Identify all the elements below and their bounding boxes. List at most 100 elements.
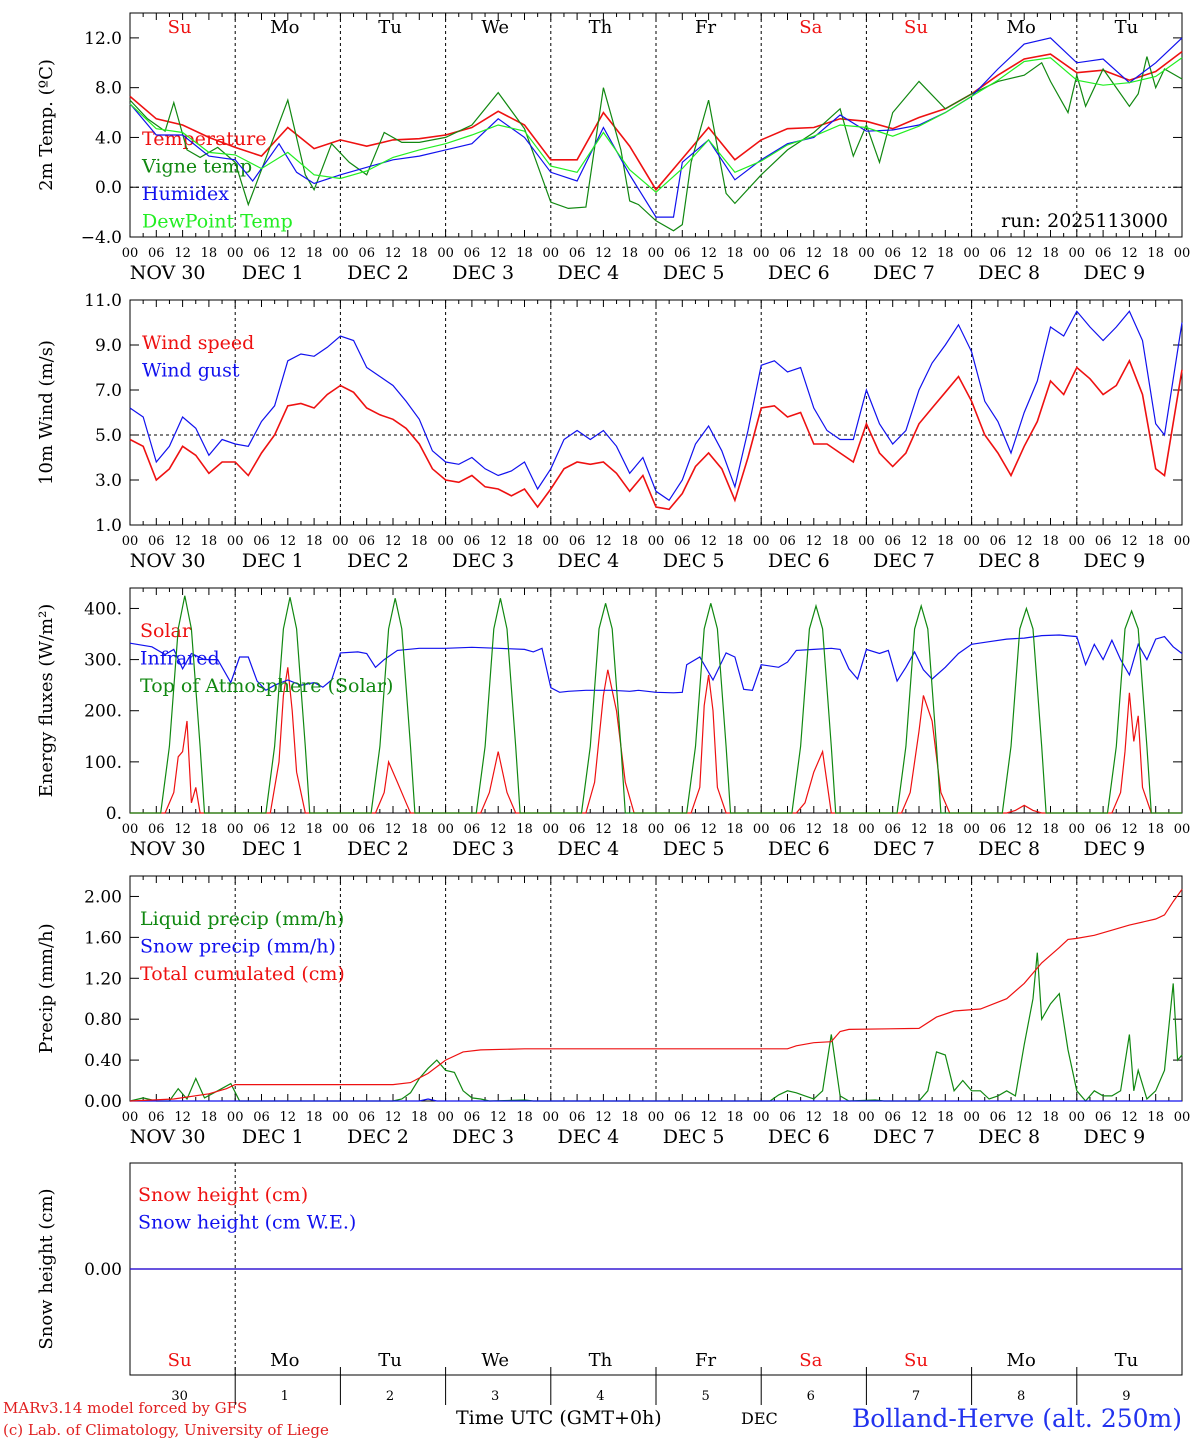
date-label: DEC 6 <box>768 1126 830 1148</box>
series-line-wind-gust <box>129 310 1183 502</box>
weekday-label: Sa <box>799 1350 822 1371</box>
hour-tick-label: 06 <box>569 534 586 549</box>
weekday-label: We <box>481 1350 509 1371</box>
hour-tick-label: 06 <box>253 534 270 549</box>
hour-tick-label: 00 <box>963 1110 980 1125</box>
date-label: DEC 1 <box>242 262 304 284</box>
y-tick-label: 3.0 <box>95 471 122 491</box>
hour-tick-label: 18 <box>411 822 428 837</box>
y-tick-label: 0.80 <box>84 1010 122 1030</box>
date-label: DEC 9 <box>1084 1126 1146 1148</box>
date-label: DEC 5 <box>663 838 725 860</box>
day-number-label: 30 <box>171 1389 188 1404</box>
weekday-label: Mo <box>1007 17 1036 38</box>
hour-tick-label: 18 <box>1147 822 1164 837</box>
weekday-label: Mo <box>1007 1350 1036 1371</box>
hour-tick-label: 06 <box>674 1110 691 1125</box>
time-axis-label: Time UTC (GMT+0h) <box>456 1407 662 1429</box>
hour-tick-label: 00 <box>227 1110 244 1125</box>
hour-tick-label: 00 <box>1069 822 1086 837</box>
date-label: DEC 7 <box>873 550 935 572</box>
hour-tick-label: 00 <box>122 534 139 549</box>
legend-entry: Vigne temp <box>141 156 252 178</box>
hour-tick-label: 12 <box>595 822 612 837</box>
series-line-wind-speed <box>129 358 1183 511</box>
y-tick-label: 1.20 <box>84 969 122 989</box>
hour-tick-label: 06 <box>884 534 901 549</box>
hour-tick-label: 00 <box>858 822 875 837</box>
hour-tick-label: 18 <box>727 822 744 837</box>
y-tick-label: 8.0 <box>95 79 122 99</box>
weekday-label: Tu <box>1115 17 1139 38</box>
legend-entry: Total cumulated (cm) <box>140 963 345 985</box>
hour-tick-label: 12 <box>1016 246 1033 261</box>
weekday-label: Tu <box>378 1350 402 1371</box>
legend-entry: Temperature <box>142 128 266 150</box>
date-label: DEC 4 <box>558 1126 620 1148</box>
hour-tick-label: 06 <box>253 246 270 261</box>
hour-tick-label: 18 <box>306 1110 323 1125</box>
hour-tick-label: 18 <box>832 822 849 837</box>
hour-tick-label: 06 <box>1095 1110 1112 1125</box>
hour-tick-label: 06 <box>674 534 691 549</box>
hour-tick-label: 06 <box>358 1110 375 1125</box>
hour-tick-label: 18 <box>516 822 533 837</box>
weekday-label: Mo <box>270 1350 299 1371</box>
hour-tick-label: 06 <box>884 822 901 837</box>
hour-tick-label: 12 <box>911 822 928 837</box>
hour-tick-label: 12 <box>174 822 191 837</box>
y-axis-label: 10m Wind (m/s) <box>36 340 57 485</box>
hour-tick-label: 12 <box>174 1110 191 1125</box>
date-label: DEC 8 <box>978 550 1040 572</box>
panel-1: −4.0 0.0 4.0 8.0 12.0 2m Temp. (ºC) Temperatur… <box>36 12 1191 284</box>
series-line-dewpoint-temp <box>129 57 1183 193</box>
panel-3: 0. 100. 200. 300. 400. Energy fluxes (W/m²) So… <box>36 587 1190 860</box>
hour-tick-label: 18 <box>832 1110 849 1125</box>
hour-tick-label: 00 <box>963 534 980 549</box>
legend-entry: Wind speed <box>142 332 254 354</box>
date-label: DEC 6 <box>768 838 830 860</box>
weekday-label: Tu <box>378 17 402 38</box>
panel-frame <box>129 587 1183 814</box>
hour-tick-label: 00 <box>753 534 770 549</box>
hour-tick-label: 00 <box>963 822 980 837</box>
date-label: DEC 8 <box>978 262 1040 284</box>
y-tick-label: 2.00 <box>84 887 122 907</box>
date-label: DEC 4 <box>558 838 620 860</box>
y-tick-label: 100. <box>84 753 122 773</box>
hour-tick-label: 18 <box>621 1110 638 1125</box>
hour-tick-label: 18 <box>516 1110 533 1125</box>
hour-tick-label: 06 <box>779 534 796 549</box>
y-tick-label: 4.0 <box>95 128 122 148</box>
y-tick-label: 0.0 <box>95 178 122 198</box>
weekday-label: Mo <box>270 17 299 38</box>
date-label: DEC 3 <box>452 838 514 860</box>
hour-tick-label: 18 <box>411 1110 428 1125</box>
y-tick-label: 1.0 <box>95 516 122 536</box>
hour-tick-label: 18 <box>306 534 323 549</box>
hour-tick-label: 00 <box>227 246 244 261</box>
hour-tick-label: 00 <box>1174 246 1191 261</box>
day-number-label: 2 <box>386 1389 394 1404</box>
hour-tick-label: 00 <box>122 1110 139 1125</box>
y-tick-label: 1.60 <box>84 928 122 948</box>
legend-entry: Wind gust <box>142 360 240 382</box>
hour-tick-label: 00 <box>122 246 139 261</box>
hour-tick-label: 12 <box>385 822 402 837</box>
hour-tick-label: 12 <box>1121 1110 1138 1125</box>
hour-tick-label: 18 <box>411 534 428 549</box>
hour-tick-label: 00 <box>648 1110 665 1125</box>
hour-tick-label: 00 <box>437 246 454 261</box>
date-label: DEC 7 <box>873 262 935 284</box>
date-label: NOV 30 <box>130 1126 206 1148</box>
hour-tick-label: 18 <box>727 534 744 549</box>
date-label: DEC 1 <box>242 1126 304 1148</box>
hour-tick-label: 18 <box>937 534 954 549</box>
hour-tick-label: 18 <box>832 246 849 261</box>
y-axis-label: Snow height (cm) <box>36 1188 57 1349</box>
date-label: DEC 5 <box>663 1126 725 1148</box>
hour-tick-label: 06 <box>569 246 586 261</box>
hour-tick-label: 12 <box>806 534 823 549</box>
hour-tick-label: 00 <box>1069 534 1086 549</box>
date-label: NOV 30 <box>130 550 206 572</box>
